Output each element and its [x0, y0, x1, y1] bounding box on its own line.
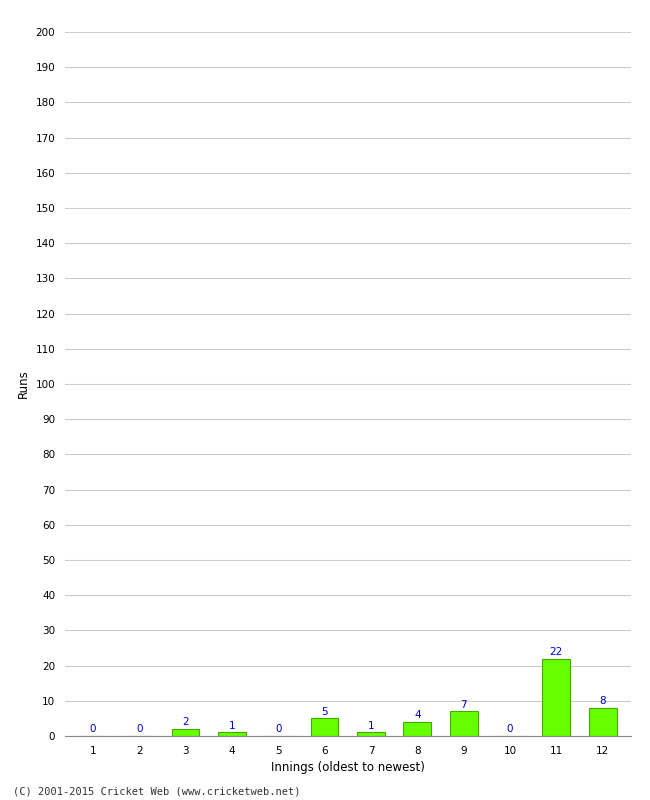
Text: (C) 2001-2015 Cricket Web (www.cricketweb.net): (C) 2001-2015 Cricket Web (www.cricketwe…	[13, 786, 300, 796]
Bar	[450, 711, 478, 736]
Text: 1: 1	[368, 721, 374, 730]
Bar	[311, 718, 339, 736]
X-axis label: Innings (oldest to newest): Innings (oldest to newest)	[271, 762, 424, 774]
Bar	[172, 729, 200, 736]
Bar	[218, 733, 246, 736]
Text: 0: 0	[275, 724, 281, 734]
Text: 1: 1	[229, 721, 235, 730]
Y-axis label: Runs: Runs	[17, 370, 30, 398]
Text: 5: 5	[321, 706, 328, 717]
Text: 0: 0	[136, 724, 142, 734]
Bar	[589, 708, 617, 736]
Bar	[404, 722, 431, 736]
Text: 0: 0	[90, 724, 96, 734]
Text: 2: 2	[182, 717, 189, 727]
Text: 7: 7	[460, 699, 467, 710]
Bar	[357, 733, 385, 736]
Bar	[543, 658, 570, 736]
Text: 0: 0	[507, 724, 514, 734]
Text: 8: 8	[599, 696, 606, 706]
Text: 22: 22	[550, 646, 563, 657]
Text: 4: 4	[414, 710, 421, 720]
